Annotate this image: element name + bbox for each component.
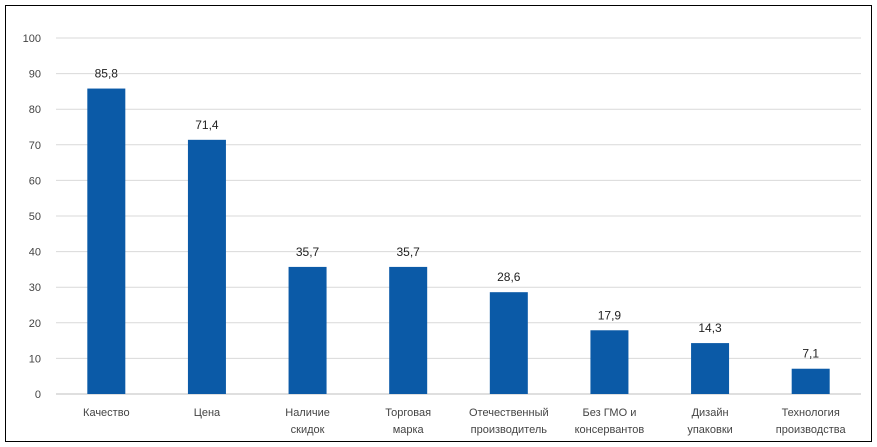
bar-1: [187, 139, 226, 394]
y-tick-label: 60: [29, 175, 41, 187]
category-label-3: Торговая марка: [385, 407, 431, 436]
category-label-line: Без ГМО и: [583, 407, 637, 419]
category-label-line: скидок: [291, 424, 325, 436]
category-label-2: Наличие скидок: [285, 407, 330, 436]
y-tick-label: 80: [29, 104, 41, 116]
category-label-line: производитель: [471, 424, 548, 436]
category-label-line: Наличие: [285, 407, 330, 419]
category-label-1: Цена: [194, 407, 221, 419]
bar-chart: 0 10 20 30 40 50 60 70 80 90 100 85,8 71,4 35,7 35,7 2…: [23, 33, 861, 436]
bar-0: [87, 88, 126, 394]
category-label-line: производства: [776, 424, 847, 436]
category-label-6: Дизайн упаковки: [687, 407, 732, 436]
category-label-5: Без ГМО и консервантов: [575, 407, 645, 436]
bar-7: [791, 368, 830, 394]
category-label-line: Цена: [194, 407, 221, 419]
category-label-line: Качество: [83, 407, 130, 419]
category-label-line: упаковки: [687, 424, 732, 436]
data-label-4: 28,6: [497, 270, 521, 284]
data-label-7: 7,1: [802, 347, 819, 361]
category-label-line: Отечественный: [469, 407, 549, 419]
category-label-line: Технология: [782, 407, 840, 419]
gridlines: [56, 37, 861, 395]
category-label-line: марка: [393, 424, 425, 436]
category-label-line: Дизайн: [692, 407, 729, 419]
data-label-3: 35,7: [397, 245, 421, 259]
bars: [87, 88, 830, 394]
category-label-line: Торговая: [385, 407, 431, 419]
y-axis-ticks: 0 10 20 30 40 50 60 70 80 90 100: [23, 33, 41, 401]
bar-4: [489, 292, 528, 394]
data-label-2: 35,7: [296, 245, 320, 259]
data-labels: 85,8 71,4 35,7 35,7 28,6 17,9 14,3 7,1: [95, 67, 820, 361]
bar-2: [288, 266, 327, 394]
y-tick-label: 50: [29, 211, 41, 223]
bar-5: [590, 330, 629, 394]
chart-frame: 0 10 20 30 40 50 60 70 80 90 100 85,8 71,4 35,7 35,7 2…: [5, 5, 872, 442]
category-label-4: Отечественный производитель: [469, 407, 549, 436]
y-tick-label: 70: [29, 140, 41, 152]
y-tick-label: 40: [29, 247, 41, 259]
y-tick-label: 20: [29, 318, 41, 330]
category-label-7: Технология производства: [776, 407, 847, 436]
data-label-0: 85,8: [95, 67, 119, 81]
y-tick-label: 30: [29, 282, 41, 294]
y-tick-label: 90: [29, 69, 41, 81]
category-label-line: консервантов: [575, 424, 645, 436]
data-label-5: 17,9: [598, 308, 622, 322]
data-label-1: 71,4: [195, 118, 219, 132]
y-tick-label: 100: [23, 33, 41, 45]
x-axis-categories: Качество Цена Наличие скидок Торговая марка От…: [83, 407, 846, 436]
y-tick-label: 0: [35, 389, 41, 401]
y-tick-label: 10: [29, 353, 41, 365]
data-label-6: 14,3: [698, 321, 722, 335]
bar-6: [691, 343, 730, 394]
bar-3: [389, 266, 428, 394]
category-label-0: Качество: [83, 407, 130, 419]
